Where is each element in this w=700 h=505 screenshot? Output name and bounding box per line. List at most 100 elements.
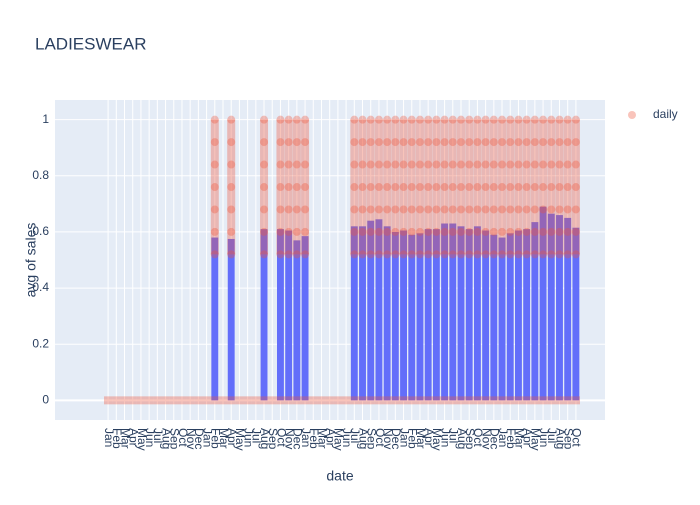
daily-point	[210, 115, 219, 124]
daily-point	[448, 250, 457, 259]
daily-point	[424, 160, 433, 169]
daily-point	[358, 227, 367, 236]
daily-point	[415, 205, 424, 214]
y-tick-label: 0.4	[32, 280, 49, 294]
daily-point	[112, 396, 121, 405]
x-tick-label: Sep	[463, 428, 477, 450]
daily-point	[522, 115, 531, 124]
daily-point	[186, 396, 195, 405]
daily-point	[399, 183, 408, 192]
x-tick-label: Jun	[241, 428, 255, 447]
daily-point	[374, 205, 383, 214]
daily-point	[292, 160, 301, 169]
daily-point	[514, 138, 523, 147]
daily-point	[358, 250, 367, 259]
daily-point	[284, 138, 293, 147]
daily-point	[218, 396, 228, 405]
daily-point	[457, 183, 465, 192]
x-tick-label: Sep	[562, 428, 576, 450]
daily-point	[301, 250, 310, 259]
daily-point	[563, 183, 572, 192]
daily-point	[350, 160, 359, 169]
daily-point	[506, 205, 515, 214]
daily-point	[514, 396, 523, 405]
daily-point	[547, 183, 556, 192]
daily-point	[210, 396, 219, 405]
daily-point	[145, 396, 154, 405]
daily-point	[194, 396, 203, 405]
daily-point	[563, 227, 572, 236]
daily-point	[522, 250, 531, 259]
daily-point	[547, 205, 556, 214]
daily-point	[399, 396, 408, 405]
daily-point	[227, 396, 236, 405]
daily-point	[350, 227, 359, 236]
daily-point	[457, 250, 465, 259]
daily-point	[547, 396, 556, 405]
x-tick-label: Jun	[143, 428, 157, 447]
daily-point	[358, 205, 367, 214]
daily-point	[530, 115, 539, 124]
daily-point	[391, 205, 400, 214]
daily-point	[424, 227, 433, 236]
x-tick-label: Jan	[200, 428, 214, 447]
daily-point	[210, 250, 219, 259]
bar	[383, 226, 391, 401]
daily-point	[399, 160, 408, 169]
daily-point	[555, 205, 564, 214]
x-tick-label: Jul	[250, 428, 264, 443]
daily-point	[432, 227, 441, 236]
daily-point	[260, 250, 269, 259]
daily-point	[374, 396, 384, 405]
daily-point	[555, 250, 564, 259]
daily-point	[465, 160, 474, 169]
daily-point	[547, 250, 556, 259]
daily-point	[391, 396, 400, 405]
x-tick-label: Apr	[520, 428, 534, 447]
daily-point	[457, 115, 465, 124]
x-tick-label: Dec	[488, 428, 502, 449]
daily-point	[342, 396, 351, 405]
daily-point	[391, 227, 400, 236]
daily-point	[539, 250, 548, 259]
daily-point	[514, 250, 523, 259]
daily-point	[473, 138, 482, 147]
daily-point	[555, 227, 564, 236]
daily-point	[276, 250, 285, 259]
x-tick-label: May	[233, 428, 247, 451]
daily-point	[489, 227, 498, 236]
daily-point	[415, 138, 424, 147]
bar	[506, 233, 514, 401]
daily-point	[350, 205, 359, 214]
daily-point	[284, 250, 293, 259]
x-tick-label: Sep	[168, 428, 182, 450]
daily-point	[473, 227, 482, 236]
daily-point	[407, 115, 416, 124]
daily-point	[284, 396, 293, 405]
daily-point	[268, 396, 277, 405]
daily-point	[457, 160, 465, 169]
daily-point	[350, 138, 359, 147]
daily-point	[432, 138, 441, 147]
daily-point	[292, 396, 301, 405]
daily-point	[415, 396, 425, 405]
daily-point	[104, 396, 113, 405]
daily-point	[465, 396, 474, 405]
x-tick-label: Jul	[447, 428, 461, 443]
daily-point	[374, 138, 383, 147]
daily-point	[227, 183, 236, 192]
daily-point	[292, 227, 301, 236]
daily-point	[383, 138, 392, 147]
x-tick-label: Oct	[373, 428, 387, 447]
x-tick-label: Oct	[570, 428, 584, 447]
daily-point	[358, 160, 367, 169]
x-tick-label: Feb	[406, 428, 420, 449]
daily-point	[325, 396, 334, 405]
daily-point	[301, 115, 310, 124]
daily-point	[465, 250, 474, 259]
daily-point	[350, 183, 359, 192]
daily-point	[440, 183, 449, 192]
daily-point	[498, 160, 507, 169]
daily-point	[522, 396, 531, 405]
